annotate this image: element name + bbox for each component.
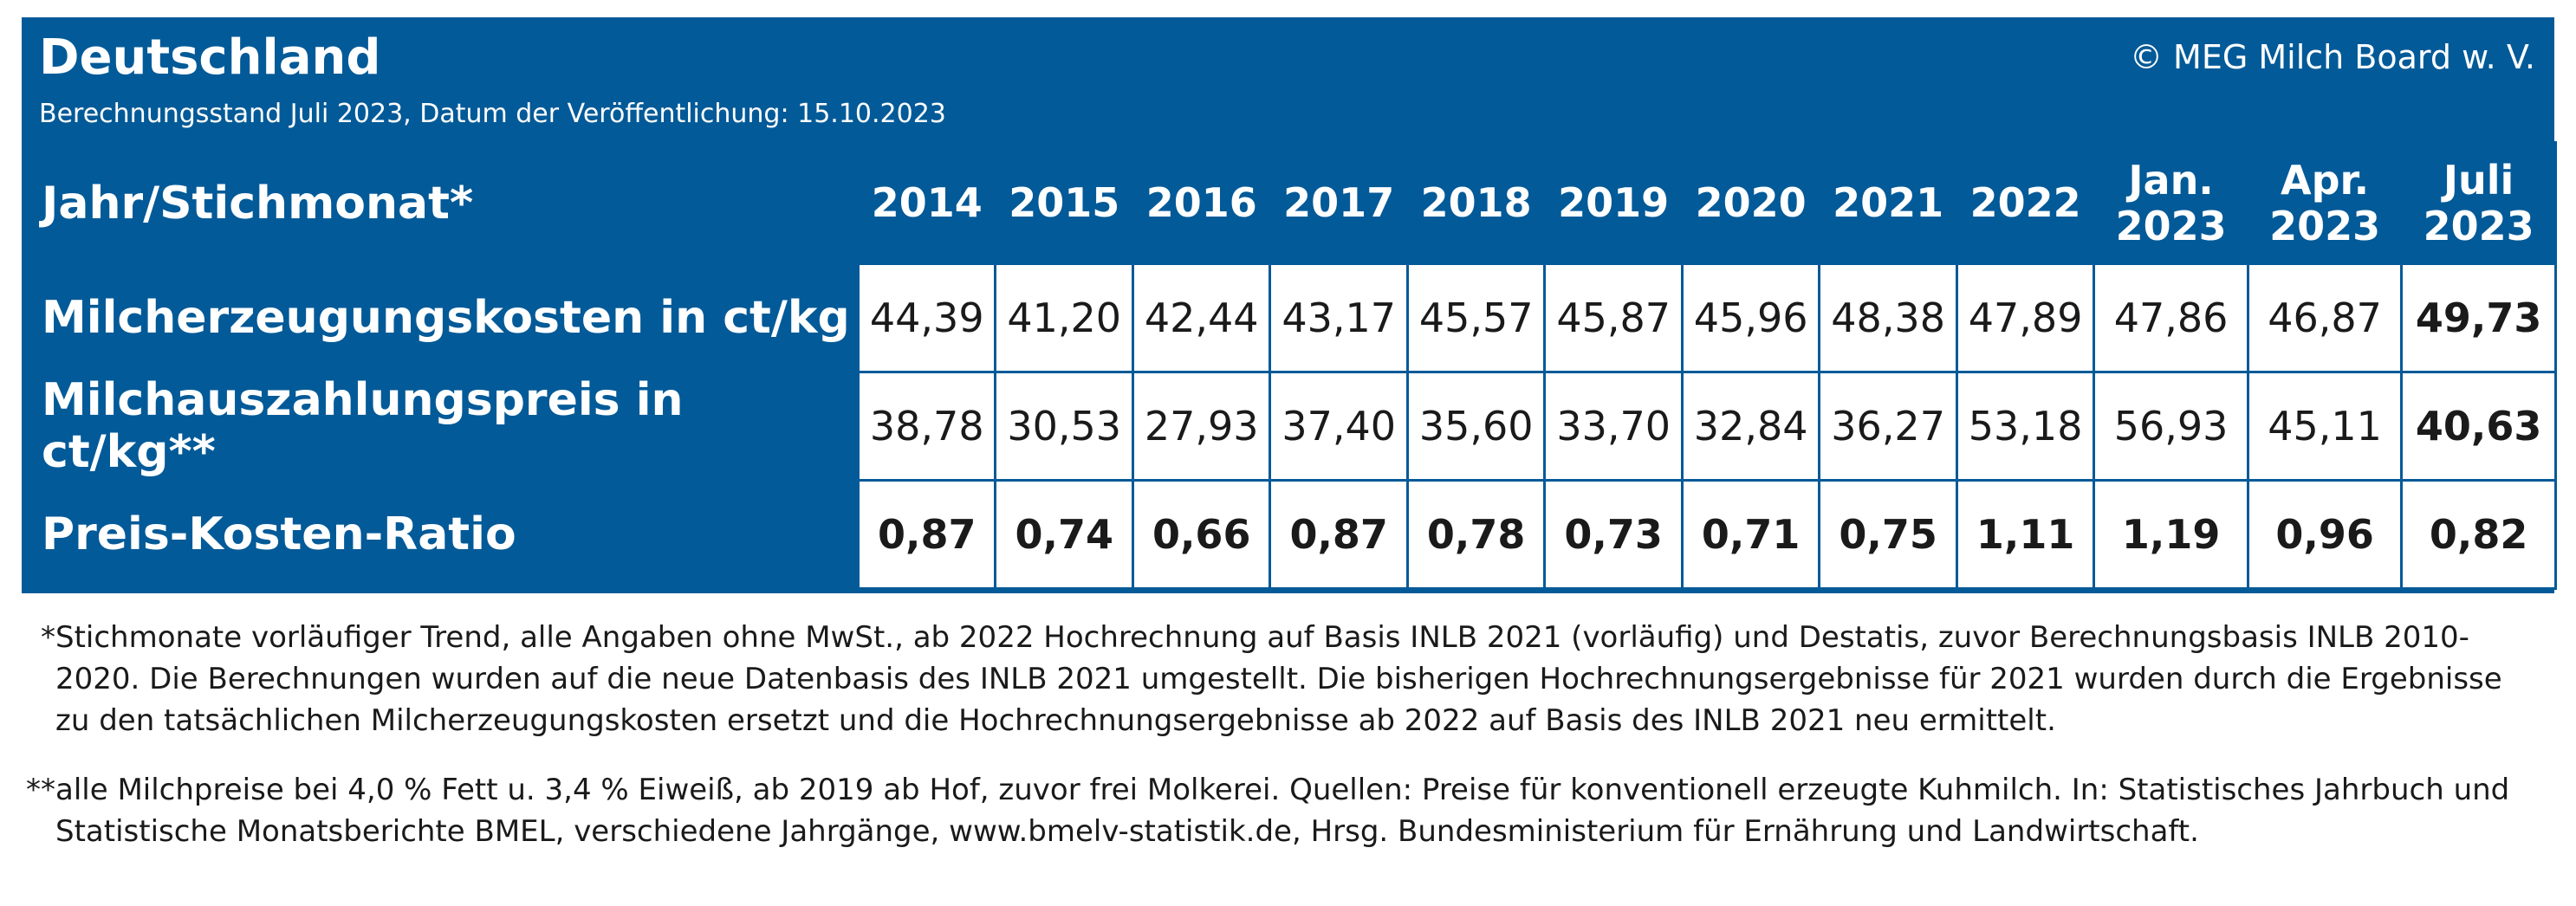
footnote-mark: ** <box>26 773 55 807</box>
table-cell: 36,27 <box>1818 371 1958 482</box>
table-title: Deutschland <box>39 29 381 86</box>
footnote-price-basis: **alle Milchpreise bei 4,0 % Fett u. 3,4… <box>24 769 2509 852</box>
column-header-line1: Jan. <box>2128 156 2214 204</box>
footnote-line: **alle Milchpreise bei 4,0 % Fett u. 3,4… <box>24 769 2509 811</box>
data-table: Jahr/Stichmonat* 2014 2015 2016 2017 2018 201… <box>22 141 2557 590</box>
table-cell: 0,78 <box>1405 479 1547 590</box>
column-header: 2015 <box>994 141 1134 265</box>
table-cell: 1,19 <box>2093 479 2249 590</box>
table-cell: 46,87 <box>2246 262 2404 373</box>
column-header: 2020 <box>1680 141 1821 265</box>
column-header: 2018 <box>1405 141 1547 265</box>
table-cell: 45,57 <box>1405 262 1547 373</box>
footnote-line: *Stichmonate vorläufiger Trend, alle Ang… <box>24 617 2502 658</box>
table-cell: 1,11 <box>1955 479 2096 590</box>
copyright-notice: © MEG Milch Board w. V. <box>2129 38 2535 76</box>
table-cell: 0,75 <box>1818 479 1958 590</box>
column-header: 2019 <box>1543 141 1684 265</box>
column-header: 2022 <box>1955 141 2096 265</box>
table-cell: 35,60 <box>1405 371 1547 482</box>
column-header-line2: 2023 <box>2423 202 2534 249</box>
table-cell: 53,18 <box>1955 371 2096 482</box>
table-cell: 0,82 <box>2400 479 2557 590</box>
footnote-cost-basis: *Stichmonate vorläufiger Trend, alle Ang… <box>24 617 2502 741</box>
column-header-line1: Juli <box>2443 156 2514 204</box>
table-cell: 56,93 <box>2093 371 2249 482</box>
table-cell: 47,89 <box>1955 262 2096 373</box>
table-cell: 0,74 <box>994 479 1134 590</box>
column-header: Juli 2023 <box>2400 141 2557 265</box>
footnote-text: zu den tatsächlichen Milcherzeugungskost… <box>55 703 2056 738</box>
table-row: Preis-Kosten-Ratio 0,87 0,74 0,66 0,87 0,78 0,… <box>22 479 2557 590</box>
table-cell: 32,84 <box>1680 371 1821 482</box>
column-header: 2014 <box>856 141 997 265</box>
table-cell: 44,39 <box>856 262 997 373</box>
footnote-line: 2020. Die Berechnungen wurden auf die ne… <box>24 658 2502 700</box>
table-subtitle: Berechnungsstand Juli 2023, Datum der Ve… <box>39 99 946 129</box>
table-cell: 33,70 <box>1543 371 1684 482</box>
column-header: 2016 <box>1131 141 1272 265</box>
table-cell: 0,71 <box>1680 479 1821 590</box>
row-label: Milchauszahlungspreis in ct/kg** <box>22 371 860 482</box>
column-header-line1: 2020 <box>1695 179 1807 227</box>
table-cell: 0,87 <box>1269 479 1409 590</box>
column-header-line1: 2022 <box>1969 179 2081 227</box>
table-cell: 41,20 <box>994 262 1134 373</box>
footnote-line: Statistische Monatsberichte BMEL, versch… <box>24 811 2509 852</box>
column-header-line1: 2021 <box>1833 179 1944 227</box>
table-cell: 37,40 <box>1269 371 1409 482</box>
table-cell: 30,53 <box>994 371 1134 482</box>
table-cell: 45,96 <box>1680 262 1821 373</box>
table-cell: 0,87 <box>856 479 997 590</box>
row-label: Milcherzeugungskosten in ct/kg <box>22 262 860 373</box>
footnote-text: 2020. Die Berechnungen wurden auf die ne… <box>55 662 2502 696</box>
column-header: 2021 <box>1818 141 1958 265</box>
table-cell: 48,38 <box>1818 262 1958 373</box>
table-cell: 47,86 <box>2093 262 2249 373</box>
table-cell: 38,78 <box>856 371 997 482</box>
table-cell: 43,17 <box>1269 262 1409 373</box>
table-cell: 27,93 <box>1131 371 1272 482</box>
column-header-line1: 2015 <box>1009 179 1120 227</box>
table-cell: 49,73 <box>2400 262 2557 373</box>
column-header-line2: 2023 <box>2269 202 2381 249</box>
footnote-text: Stichmonate vorläufiger Trend, alle Anga… <box>55 620 2469 655</box>
column-header-line1: 2017 <box>1283 179 1395 227</box>
column-header-line2: 2023 <box>2115 202 2227 249</box>
table-header-row: Jahr/Stichmonat* 2014 2015 2016 2017 2018 201… <box>22 141 2557 265</box>
column-header: Apr. 2023 <box>2246 141 2404 265</box>
column-header-line1: 2019 <box>1558 179 1670 227</box>
column-header-line1: Apr. <box>2281 156 2370 204</box>
table-row: Milcherzeugungskosten in ct/kg 44,39 41,20… <box>22 262 2557 373</box>
table-row: Milchauszahlungspreis in ct/kg** 38,78 30,… <box>22 371 2557 482</box>
column-header: Jan. 2023 <box>2093 141 2249 265</box>
column-header-line1: 2014 <box>871 179 983 227</box>
footnote-mark: * <box>41 620 55 655</box>
footnote-text: Statistische Monatsberichte BMEL, versch… <box>55 814 2199 849</box>
row-label: Preis-Kosten-Ratio <box>22 479 860 590</box>
table-cell: 45,11 <box>2246 371 2404 482</box>
table-cell: 42,44 <box>1131 262 1272 373</box>
table-cell: 0,73 <box>1543 479 1684 590</box>
column-header-line1: 2018 <box>1420 179 1532 227</box>
row-header-label: Jahr/Stichmonat* <box>22 141 860 265</box>
footnote-text: alle Milchpreise bei 4,0 % Fett u. 3,4 %… <box>55 773 2510 807</box>
table-cell: 45,87 <box>1543 262 1684 373</box>
column-header-line1: 2016 <box>1145 179 1257 227</box>
table-cell: 0,96 <box>2246 479 2404 590</box>
table-cell: 40,63 <box>2400 371 2557 482</box>
footnote-line: zu den tatsächlichen Milcherzeugungskost… <box>24 700 2502 741</box>
column-header: 2017 <box>1269 141 1409 265</box>
table-cell: 0,66 <box>1131 479 1272 590</box>
